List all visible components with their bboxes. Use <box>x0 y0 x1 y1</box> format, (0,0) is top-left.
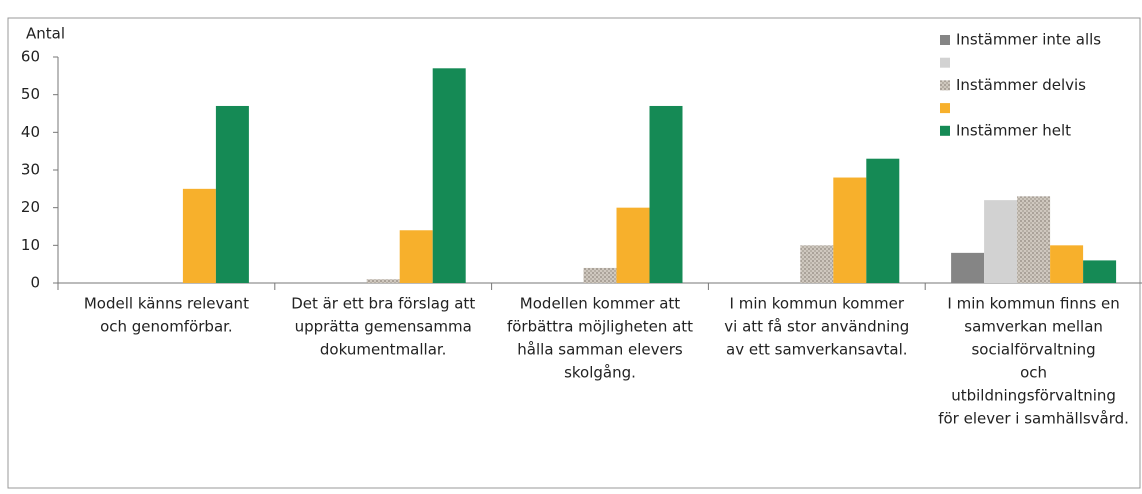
x-tick-label: Modellen kommer att <box>520 295 680 313</box>
legend-swatch <box>940 80 950 91</box>
bar <box>583 267 617 283</box>
bar <box>1017 196 1051 283</box>
bar <box>1050 245 1084 283</box>
bar <box>1083 260 1117 283</box>
x-tick-label: I min kommun kommer <box>730 295 905 313</box>
x-tick-label: socialförvaltning <box>971 341 1095 359</box>
x-tick-label: förbättra möjligheten att <box>507 318 693 336</box>
legend-label: Instämmer helt <box>956 121 1071 139</box>
x-tick-label: vi att få stor användning <box>724 318 909 336</box>
bar <box>984 200 1018 283</box>
bar <box>800 245 834 283</box>
y-tick-label: 20 <box>21 198 40 216</box>
x-tick-label: hålla samman elevers <box>517 341 683 359</box>
bar <box>616 207 650 283</box>
bar <box>951 252 985 283</box>
y-tick-label: 30 <box>21 161 40 179</box>
legend-swatch <box>940 35 950 45</box>
x-tick-label: dokumentmallar. <box>320 341 447 359</box>
x-tick-label: skolgång. <box>564 364 636 382</box>
legend-swatch <box>940 103 950 114</box>
bar <box>432 68 466 283</box>
frame <box>7 17 1141 489</box>
x-tick-label: upprätta gemensamma <box>295 318 472 336</box>
x-tick-label: I min kommun finns en <box>947 295 1119 313</box>
y-tick-label: 40 <box>21 123 40 141</box>
x-tick-label: utbildningsförvaltning <box>951 387 1116 405</box>
bar <box>866 158 900 283</box>
y-tick-label: 0 <box>30 274 40 292</box>
y-tick-label: 60 <box>21 48 40 66</box>
bar <box>366 279 400 283</box>
x-tick-label: Det är ett bra förslag att <box>291 295 475 313</box>
x-tick-label: Modell känns relevant <box>84 295 249 313</box>
bar <box>215 105 249 283</box>
x-tick-label: för elever i samhällsvård. <box>938 410 1129 428</box>
legend-swatch <box>940 125 950 136</box>
x-tick-label: samverkan mellan <box>964 318 1103 336</box>
x-tick-label: av ett samverkansavtal. <box>726 341 908 359</box>
bar <box>649 105 683 283</box>
y-tick-label: 10 <box>21 236 40 254</box>
legend-label: Instämmer inte alls <box>956 31 1101 49</box>
x-tick-label: och <box>1020 364 1047 382</box>
y-axis-label: Antal <box>26 25 65 43</box>
y-tick-label: 50 <box>21 85 40 103</box>
legend-swatch <box>940 57 950 68</box>
x-tick-label: och genomförbar. <box>100 318 233 336</box>
bar <box>833 177 867 283</box>
legend-label: Instämmer delvis <box>956 76 1086 94</box>
bar <box>399 230 433 283</box>
bar <box>182 188 216 283</box>
